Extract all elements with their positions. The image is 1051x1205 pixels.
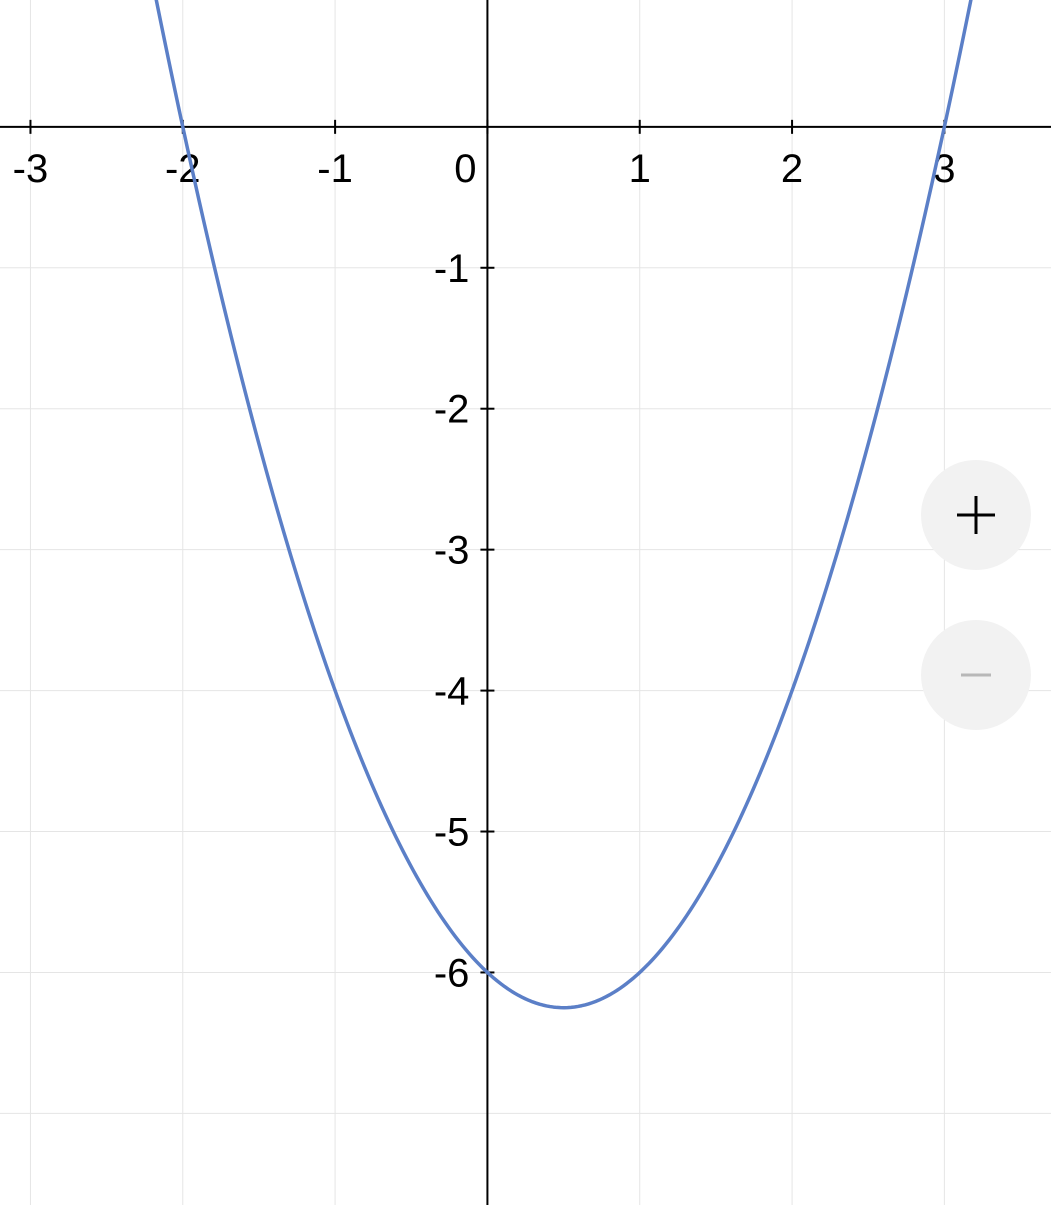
y-tick-label: -3 [434, 529, 470, 573]
chart-background [0, 0, 1051, 1205]
parabola-chart[interactable]: -3-2-10123-1-2-3-4-5-6 [0, 0, 1051, 1205]
y-tick-label: -5 [434, 811, 470, 855]
minus-icon [953, 652, 999, 698]
x-tick-label: 2 [781, 147, 803, 191]
x-tick-label: -3 [13, 147, 49, 191]
y-tick-label: -2 [434, 388, 470, 432]
plus-icon [953, 492, 999, 538]
x-tick-label: 1 [629, 147, 651, 191]
zoom-out-button[interactable] [921, 620, 1031, 730]
zoom-in-button[interactable] [921, 460, 1031, 570]
chart-container[interactable]: -3-2-10123-1-2-3-4-5-6 [0, 0, 1051, 1205]
x-tick-label: 0 [454, 147, 476, 191]
y-tick-label: -4 [434, 670, 470, 714]
x-tick-label: -1 [317, 147, 353, 191]
y-tick-label: -1 [434, 247, 470, 291]
y-tick-label: -6 [434, 951, 470, 995]
